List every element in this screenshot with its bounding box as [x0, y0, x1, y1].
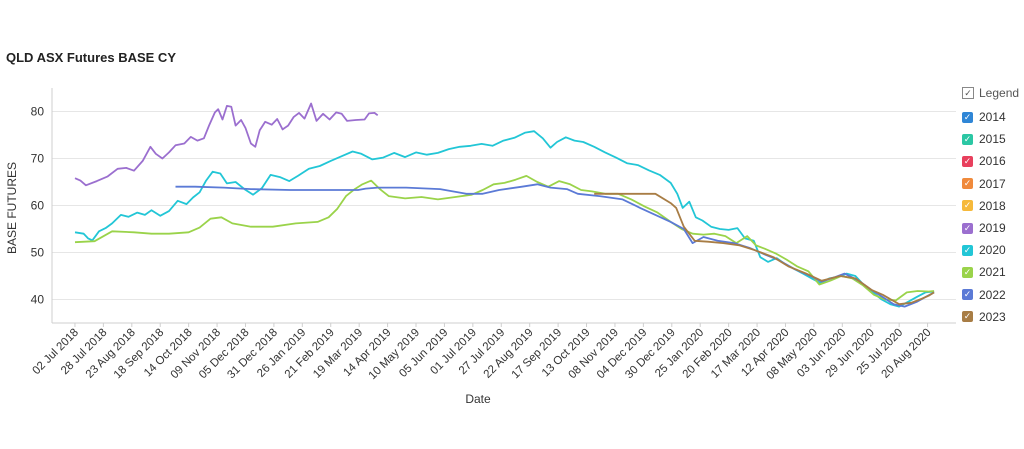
legend-swatch-checkbox-icon[interactable]: ✓ — [962, 200, 973, 212]
legend-label: 2019 — [979, 221, 1006, 236]
legend-label: 2016 — [979, 154, 1006, 169]
legend-item-2023[interactable]: ✓ 2023 — [962, 306, 1022, 328]
legend-label: 2020 — [979, 243, 1006, 258]
grid-lines — [52, 111, 956, 300]
series-line-2023 — [594, 192, 935, 306]
legend-item-2022[interactable]: ✓ 2022 — [962, 284, 1022, 306]
series-line-2021 — [74, 175, 935, 302]
legend-swatch-checkbox-icon[interactable]: ✓ — [962, 311, 973, 323]
legend-items: ✓ 2014 ✓ 2015 ✓ 2016 ✓ 2017 ✓ 2018 ✓ 2019 ✓ 2020 ✓ 2021… — [962, 106, 1022, 328]
legend-swatch-checkbox-icon[interactable]: ✓ — [962, 289, 973, 301]
legend-item-2017[interactable]: ✓ 2017 — [962, 173, 1022, 195]
legend-swatch-checkbox-icon[interactable]: ✓ — [962, 244, 973, 256]
y-tick-label: 40 — [31, 293, 45, 307]
y-axis-title: BASE FUTURES — [5, 162, 19, 254]
series-lines — [74, 102, 935, 308]
legend-header[interactable]: ✓ Legend — [962, 84, 1022, 102]
legend-item-2019[interactable]: ✓ 2019 — [962, 217, 1022, 239]
legend-label: 2018 — [979, 198, 1006, 213]
legend-swatch-checkbox-icon[interactable]: ✓ — [962, 155, 973, 167]
series-line-2019 — [74, 102, 379, 187]
legend-item-2020[interactable]: ✓ 2020 — [962, 239, 1022, 261]
legend-swatch-checkbox-icon[interactable]: ✓ — [962, 111, 973, 123]
legend-item-2015[interactable]: ✓ 2015 — [962, 128, 1022, 150]
chart-title: QLD ASX Futures BASE CY — [6, 50, 176, 65]
legend-label: 2023 — [979, 309, 1006, 324]
y-tick-label: 70 — [31, 152, 45, 166]
legend: ✓ Legend ✓ 2014 ✓ 2015 ✓ 2016 ✓ 2017 ✓ 2018 ✓ 2019 ✓… — [962, 84, 1022, 328]
legend-swatch-checkbox-icon[interactable]: ✓ — [962, 222, 973, 234]
series-line-2022 — [175, 183, 935, 308]
legend-swatch-checkbox-icon[interactable]: ✓ — [962, 266, 973, 278]
y-tick-label: 60 — [31, 199, 45, 213]
legend-item-2016[interactable]: ✓ 2016 — [962, 150, 1022, 172]
y-tick-label: 50 — [31, 246, 45, 260]
checkbox-icon[interactable]: ✓ — [962, 87, 974, 99]
legend-label: 2022 — [979, 287, 1006, 302]
legend-label: 2017 — [979, 176, 1006, 191]
legend-title: Legend — [979, 86, 1020, 100]
legend-label: 2014 — [979, 110, 1006, 125]
legend-swatch-checkbox-icon[interactable]: ✓ — [962, 178, 973, 190]
legend-label: 2021 — [979, 265, 1006, 280]
legend-item-2021[interactable]: ✓ 2021 — [962, 261, 1022, 283]
legend-label: 2015 — [979, 132, 1006, 147]
x-axis-title: Date — [465, 392, 491, 406]
legend-item-2014[interactable]: ✓ 2014 — [962, 106, 1022, 128]
legend-item-2018[interactable]: ✓ 2018 — [962, 195, 1022, 217]
series-line-2020 — [74, 130, 935, 308]
legend-swatch-checkbox-icon[interactable]: ✓ — [962, 133, 973, 145]
y-tick-label: 80 — [31, 105, 45, 119]
